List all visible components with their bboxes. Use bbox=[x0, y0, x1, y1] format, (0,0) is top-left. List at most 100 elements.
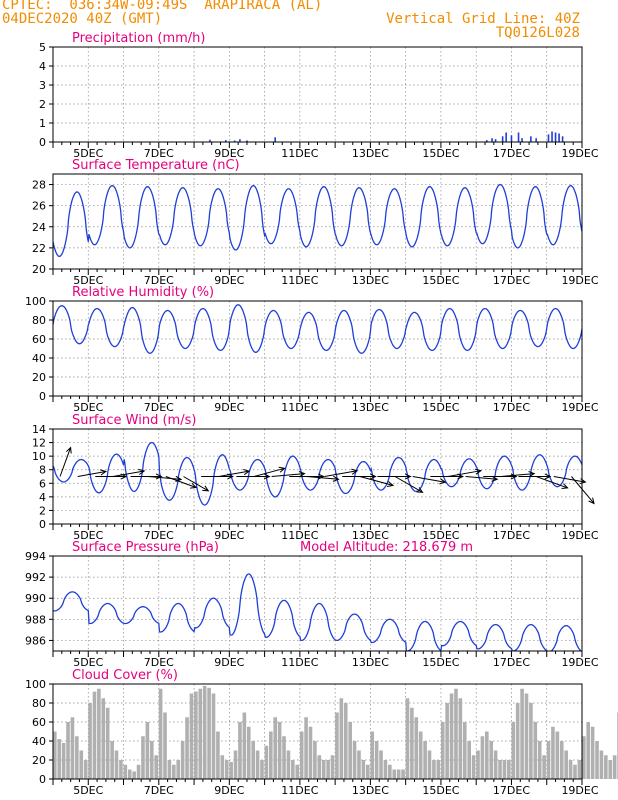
cloud-bar bbox=[92, 691, 97, 779]
wind-arrow-head bbox=[351, 468, 359, 475]
y-tick-label: 2 bbox=[39, 98, 46, 111]
precip-bar bbox=[510, 135, 513, 142]
wind-arrow-head bbox=[138, 468, 146, 475]
cloud-bar bbox=[595, 741, 599, 779]
cloud-bar bbox=[515, 703, 520, 779]
y-tick-label: 80 bbox=[32, 314, 46, 327]
wind-arrow-head bbox=[190, 482, 198, 489]
cloud-bar bbox=[471, 755, 476, 779]
y-tick-label: 4 bbox=[39, 491, 46, 504]
cloud-bar bbox=[264, 745, 269, 779]
plot-frame bbox=[52, 46, 583, 143]
cloud-bar bbox=[127, 769, 132, 779]
cloud-bar bbox=[299, 731, 304, 779]
cloud-bar bbox=[172, 764, 176, 779]
wind-arrow-head bbox=[369, 473, 377, 480]
cloud-bar bbox=[383, 760, 388, 779]
cloud-bar bbox=[493, 750, 498, 779]
cloud-bar bbox=[449, 693, 454, 779]
wind-arrow-head bbox=[404, 473, 412, 480]
cloud-bar bbox=[198, 688, 203, 779]
precip-bar bbox=[551, 131, 553, 142]
y-tick-label: 20 bbox=[32, 371, 46, 384]
cloud-bar bbox=[440, 722, 445, 779]
cloud-bar bbox=[480, 736, 485, 779]
cloud-bar bbox=[427, 750, 432, 779]
cloud-bar bbox=[189, 693, 194, 779]
grid-lines bbox=[53, 47, 583, 142]
precip-bar bbox=[225, 140, 227, 142]
wind-arrow-head bbox=[155, 473, 163, 480]
cloud-bar bbox=[330, 755, 335, 779]
wind-arrow-shaft bbox=[394, 476, 423, 493]
x-tick-label: 7DEC bbox=[144, 529, 174, 542]
x-tick-label: 11DEC bbox=[281, 147, 318, 160]
cloud-bar bbox=[57, 739, 62, 779]
cloud-bar bbox=[520, 688, 524, 779]
y-tick-label: 0 bbox=[39, 136, 46, 149]
cloud-bar bbox=[432, 760, 436, 779]
x-tick-label: 19DEC bbox=[561, 147, 598, 160]
x-tick-label: 13DEC bbox=[352, 656, 389, 669]
y-tick-label: 24 bbox=[32, 221, 46, 234]
x-tick-label: 9DEC bbox=[214, 656, 244, 669]
wind-arrow-shaft bbox=[535, 476, 568, 489]
cloud-bar bbox=[282, 736, 286, 779]
cloud-bar bbox=[489, 741, 494, 779]
precip-bar bbox=[561, 136, 564, 142]
cloud-bar bbox=[79, 750, 84, 779]
cloud-bar bbox=[246, 726, 251, 779]
cloud-bar bbox=[335, 712, 339, 779]
cloud-bar bbox=[110, 741, 114, 779]
cloud-bar bbox=[498, 760, 502, 779]
x-tick-label: 7DEC bbox=[144, 656, 174, 669]
wind-arrow-head bbox=[491, 475, 499, 482]
y-tick-label: 100 bbox=[25, 295, 46, 308]
cloud-bar bbox=[352, 741, 357, 779]
wind-arrow-shaft bbox=[571, 476, 595, 504]
header-model-code: TQ0126L028 bbox=[495, 25, 580, 41]
cloud-bar bbox=[105, 707, 110, 779]
y-tick-label: 988 bbox=[25, 613, 46, 626]
wind-arrow-shaft bbox=[165, 476, 197, 488]
cloud-bar bbox=[224, 760, 229, 779]
y-tick-label: 992 bbox=[25, 571, 46, 584]
wind-arrow-shaft bbox=[148, 476, 182, 480]
cloud-bar bbox=[388, 764, 392, 779]
cloud-bar bbox=[524, 693, 529, 779]
panel-5: Cloud Cover (%) 0 20 40 60 80 100 5DEC 7DEC 9DEC 1… bbox=[25, 668, 618, 797]
cloud-bar bbox=[202, 685, 207, 779]
y-tick-label: 20 bbox=[32, 754, 46, 767]
wind-arrow-shaft bbox=[253, 467, 285, 477]
x-tick-label: 19DEC bbox=[561, 656, 598, 669]
grid-lines bbox=[53, 174, 583, 269]
header-datetime: 04DEC2020 40Z (GMT) bbox=[2, 11, 163, 27]
cloud-bar bbox=[83, 760, 88, 779]
wind-arrow-shaft bbox=[306, 476, 339, 480]
x-tick-label: 15DEC bbox=[422, 529, 459, 542]
plot-frame bbox=[52, 173, 583, 270]
header-location: CPTEC: 036:34W-09:49S ARAPIRACA (AL) bbox=[2, 0, 323, 13]
cloud-bar bbox=[163, 712, 167, 779]
cloud-bar bbox=[180, 741, 185, 779]
cloud-bar bbox=[233, 750, 238, 779]
cloud-bar bbox=[542, 755, 546, 779]
y-tick-label: 994 bbox=[25, 550, 46, 563]
x-tick-label: 5DEC bbox=[73, 147, 103, 160]
precip-bar bbox=[501, 136, 504, 142]
panel-title: Relative Humidity (%) bbox=[72, 285, 214, 300]
y-tick-label: 0 bbox=[39, 518, 46, 531]
cloud-bar bbox=[436, 760, 441, 779]
cloud-bar bbox=[88, 703, 92, 779]
cloud-bar bbox=[458, 698, 463, 779]
y-tick-label: 80 bbox=[32, 697, 46, 710]
cloud-bar bbox=[604, 755, 608, 779]
cloud-bar bbox=[75, 736, 79, 779]
cloud-bar bbox=[343, 703, 348, 779]
x-tick-label: 7DEC bbox=[144, 401, 174, 414]
x-tick-label: 7DEC bbox=[144, 147, 174, 160]
x-tick-label: 17DEC bbox=[493, 784, 530, 797]
panel-title: Surface Temperature (nC) bbox=[72, 158, 240, 173]
cloud-bar bbox=[216, 731, 220, 779]
cloud-bar bbox=[61, 742, 66, 779]
